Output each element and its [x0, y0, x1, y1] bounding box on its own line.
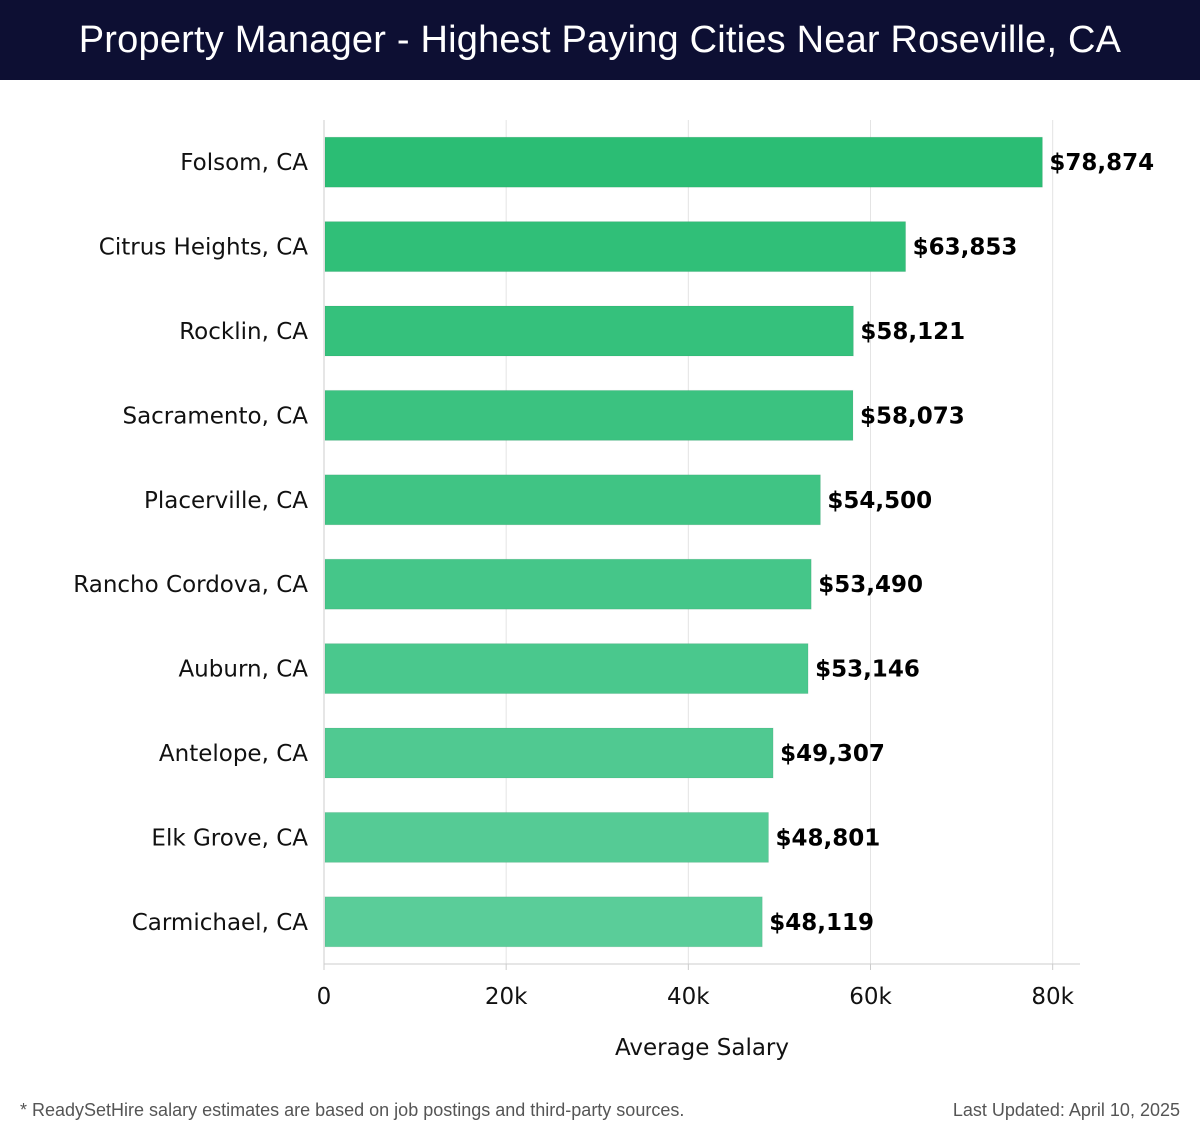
- footnote-text: * ReadySetHire salary estimates are base…: [20, 1100, 685, 1120]
- bar: [324, 896, 763, 948]
- data-label: $48,119: [769, 910, 874, 936]
- bar: [324, 136, 1043, 188]
- bar: [324, 389, 854, 441]
- bar: [324, 558, 812, 610]
- category-label: Antelope, CA: [159, 741, 308, 767]
- bar: [324, 727, 774, 779]
- category-label: Rocklin, CA: [179, 319, 308, 345]
- data-label: $58,073: [860, 403, 965, 429]
- category-label: Rancho Cordova, CA: [73, 572, 308, 598]
- category-label: Citrus Heights, CA: [99, 235, 308, 261]
- chart-header: Property Manager - Highest Paying Cities…: [0, 0, 1200, 80]
- x-tick-label: 80k: [1031, 984, 1074, 1010]
- chart-footer: * ReadySetHire salary estimates are base…: [0, 1096, 1200, 1128]
- data-label: $48,801: [776, 825, 881, 851]
- data-label: $53,146: [815, 657, 920, 683]
- x-tick-label: 20k: [485, 984, 528, 1010]
- last-updated-text: Last Updated: April 10, 2025: [952, 1100, 1180, 1120]
- category-label: Auburn, CA: [178, 657, 308, 683]
- data-label: $63,853: [913, 235, 1018, 261]
- category-label: Placerville, CA: [144, 488, 308, 514]
- data-label: $49,307: [780, 741, 885, 767]
- bar: [324, 305, 854, 357]
- bar: [324, 221, 907, 273]
- x-tick-label: 0: [317, 984, 332, 1010]
- x-axis-title: Average Salary: [615, 1035, 789, 1061]
- category-label: Carmichael, CA: [132, 910, 309, 936]
- category-label: Elk Grove, CA: [151, 825, 308, 851]
- data-label: $54,500: [827, 488, 932, 514]
- x-tick-label: 40k: [667, 984, 710, 1010]
- category-label: Sacramento, CA: [122, 403, 308, 429]
- bar: [324, 811, 770, 863]
- data-label: $58,121: [860, 319, 965, 345]
- salary-bar-chart: Folsom, CA $78,874 Citrus Heights, CA $63,8…: [73, 120, 1154, 1061]
- data-label: $53,490: [818, 572, 923, 598]
- bar: [324, 474, 821, 526]
- category-label: Folsom, CA: [180, 150, 308, 176]
- bar: [324, 643, 809, 695]
- data-label: $78,874: [1049, 150, 1154, 176]
- x-tick-label: 60k: [849, 984, 892, 1010]
- page-title: Property Manager - Highest Paying Cities…: [78, 18, 1122, 61]
